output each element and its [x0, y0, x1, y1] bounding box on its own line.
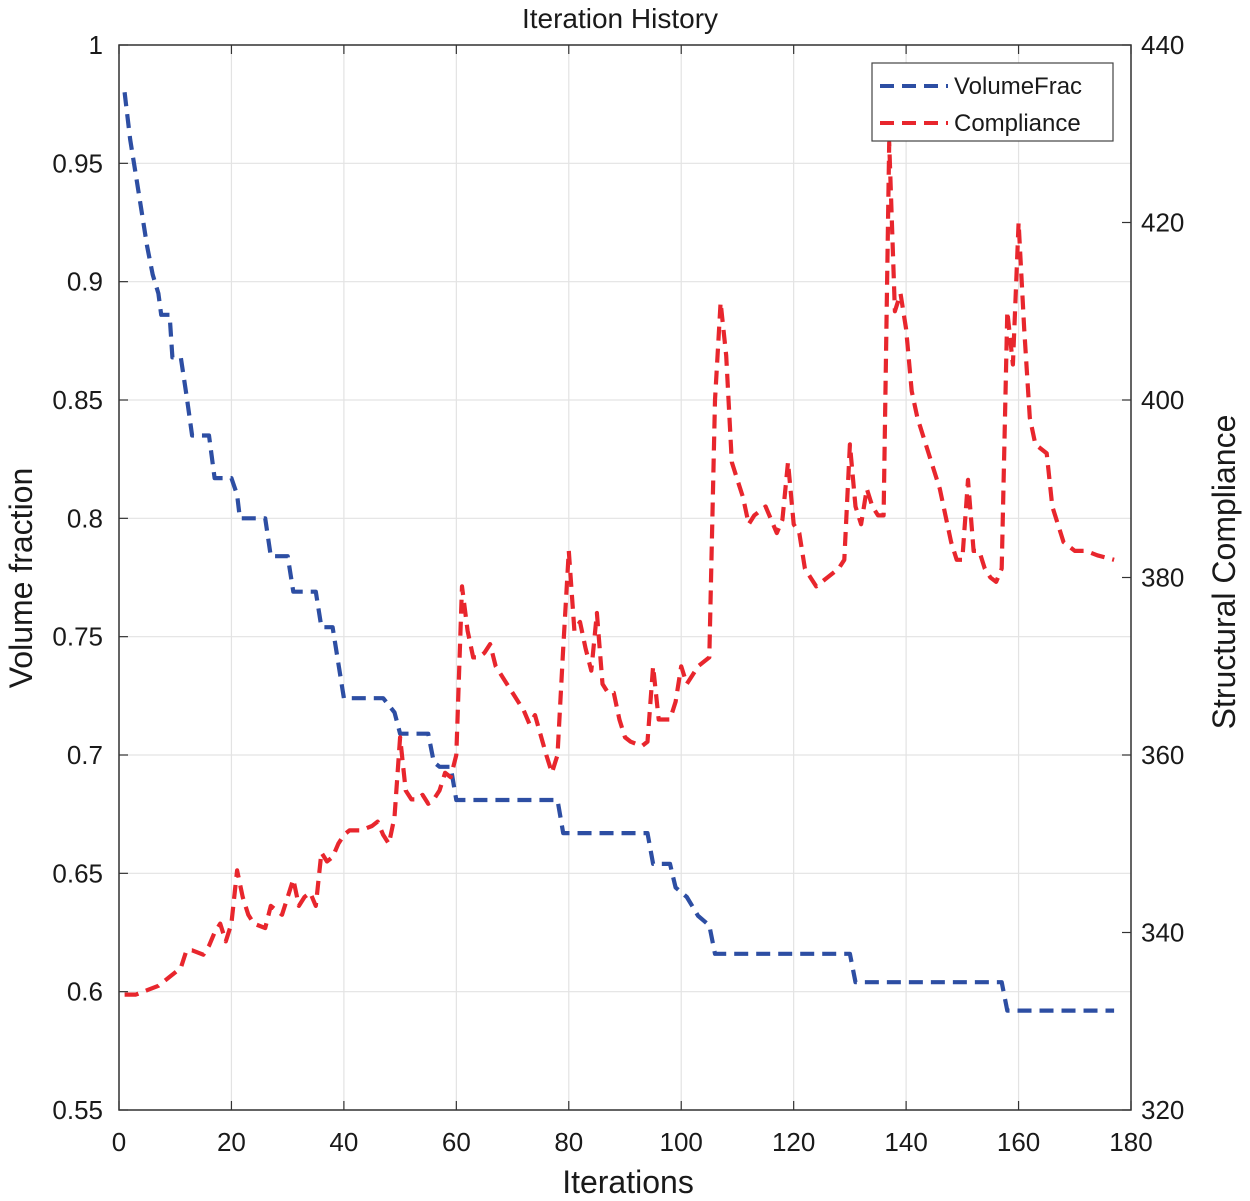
y-left-tick-label: 0.85 — [52, 385, 103, 415]
y-right-tick-label: 400 — [1141, 385, 1184, 415]
chart-title: Iteration History — [522, 3, 718, 34]
legend-label-compliance: Compliance — [954, 110, 1081, 137]
y-axis-left-title: Volume fraction — [3, 468, 39, 689]
x-tick-label: 80 — [554, 1127, 583, 1157]
x-tick-label: 40 — [329, 1127, 358, 1157]
legend-box — [871, 62, 1114, 142]
y-left-tick-label: 0.6 — [67, 977, 103, 1007]
x-tick-label: 120 — [772, 1127, 815, 1157]
y-right-tick-label: 340 — [1141, 918, 1184, 948]
y-left-tick-label: 1 — [89, 30, 103, 60]
x-tick-label: 180 — [1109, 1127, 1152, 1157]
y-right-tick-label: 320 — [1141, 1095, 1184, 1125]
y-left-tick-label: 0.7 — [67, 740, 103, 770]
legend-label-volumefrac: VolumeFrac — [954, 73, 1082, 100]
x-tick-label: 60 — [442, 1127, 471, 1157]
y-right-tick-label: 420 — [1141, 208, 1184, 238]
y-left-tick-label: 0.65 — [52, 858, 103, 888]
series-line-compliance — [124, 140, 1115, 997]
x-tick-label: 140 — [884, 1127, 927, 1157]
y-axis-right-title: Structural Compliance — [1206, 415, 1242, 730]
series-layer — [122, 92, 1115, 1013]
x-tick-label: 160 — [997, 1127, 1040, 1157]
legend: VolumeFrac Compliance — [871, 62, 1114, 142]
x-axis-title: Iterations — [562, 1164, 694, 1200]
y-left-tick-label: 0.9 — [67, 267, 103, 297]
series-line-volumefrac — [122, 92, 1115, 1013]
y-right-tick-label: 380 — [1141, 563, 1184, 593]
y-right-tick-label: 360 — [1141, 740, 1184, 770]
y-left-tick-label: 0.8 — [67, 503, 103, 533]
x-tick-label: 0 — [112, 1127, 126, 1157]
y-left-tick-label: 0.75 — [52, 622, 103, 652]
y-right-tick-label: 440 — [1141, 30, 1184, 60]
x-tick-label: 20 — [217, 1127, 246, 1157]
axis-ticks: 0 20 40 60 80 100 120 140 160 180 0.55 0.6 0.65 0.7 0.… — [52, 30, 1184, 1157]
y-left-tick-label: 0.95 — [52, 148, 103, 178]
x-tick-label: 100 — [660, 1127, 703, 1157]
y-left-tick-label: 0.55 — [52, 1095, 103, 1125]
